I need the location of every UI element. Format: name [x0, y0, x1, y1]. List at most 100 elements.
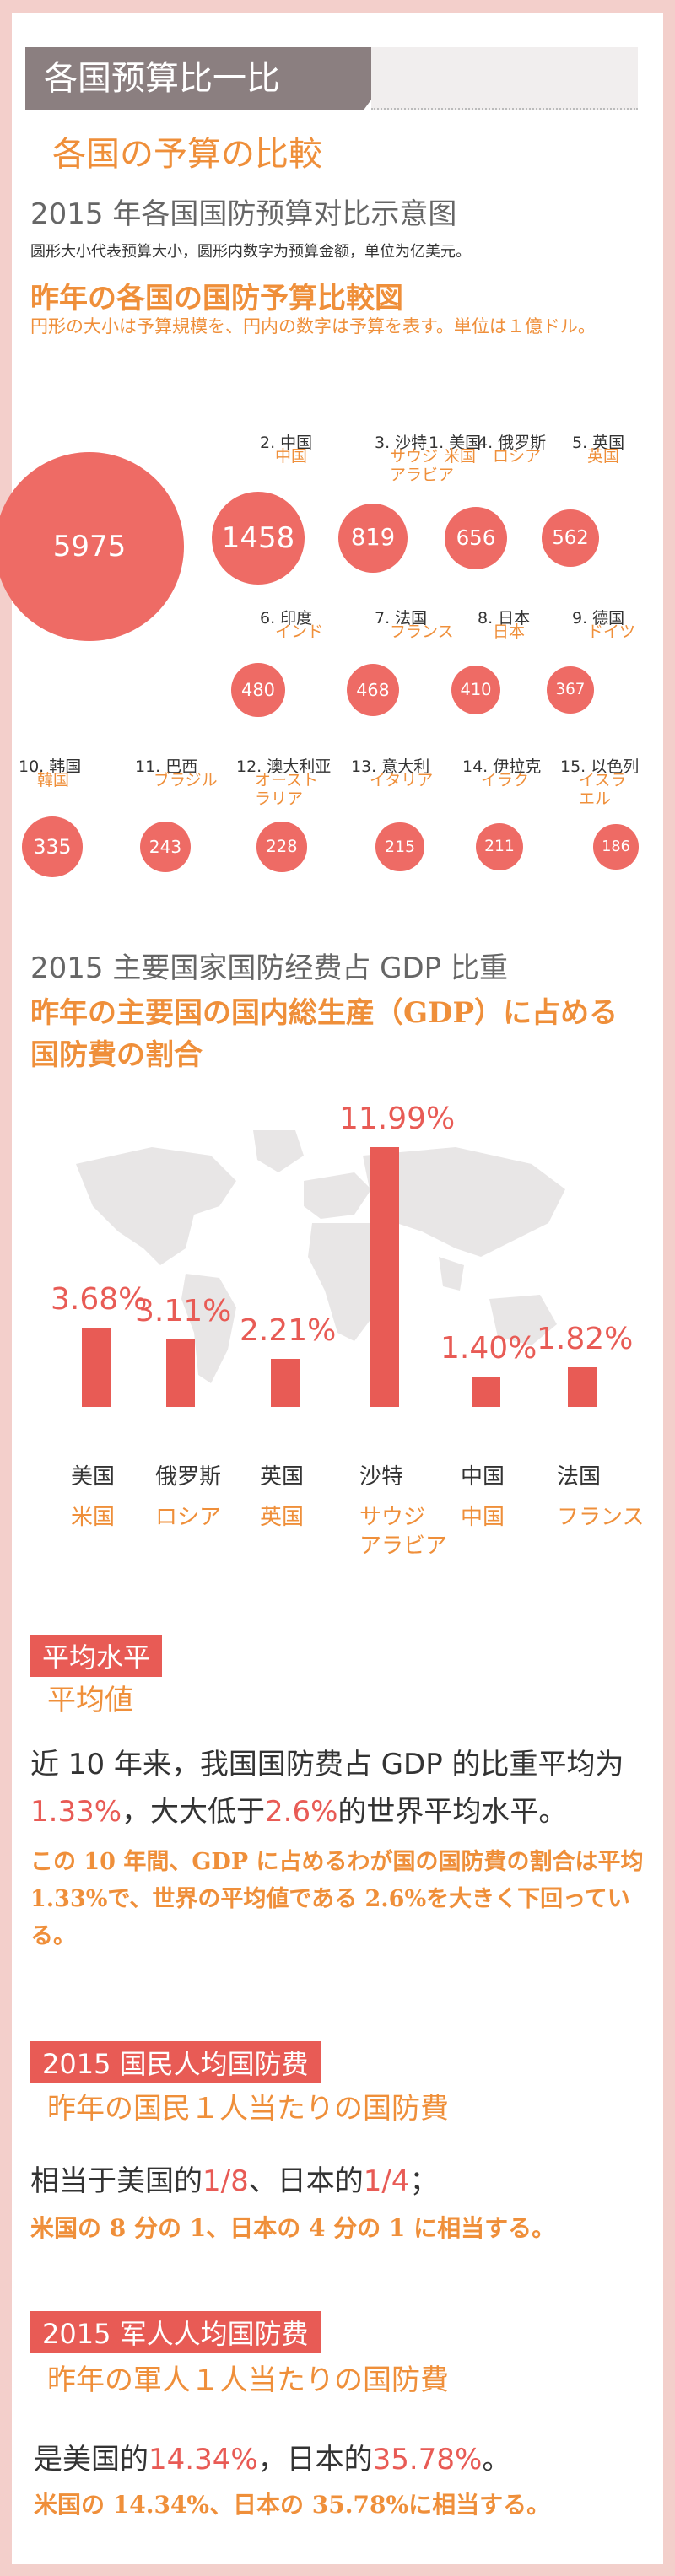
- gdp-category-label: 俄罗斯: [155, 1464, 222, 1490]
- country-rank-label: 1. 美国: [429, 434, 482, 452]
- gdp-category-jp-label: 中国: [461, 1505, 505, 1530]
- section4-text-a: 相当于美国的: [30, 2164, 202, 2198]
- budget-circle: 367: [547, 666, 594, 714]
- section1-title: 2015 年各国国防预算对比示意图: [30, 197, 457, 231]
- budget-circle: 480: [231, 663, 285, 717]
- budget-circle: 186: [593, 824, 639, 870]
- section3-value-1: 1.33%: [30, 1795, 122, 1829]
- budget-circle: 215: [375, 822, 424, 871]
- gdp-bar-value-label: 2.21%: [240, 1313, 337, 1349]
- country-rank-label: 4. 俄罗斯: [478, 434, 547, 452]
- section3-text: 近 10 年来，我国国防费占 GDP 的比重平均为 1.33%，大大低于2.6%的…: [30, 1741, 646, 1835]
- country-rank-label: 3. 沙特: [375, 434, 428, 452]
- country-jp-label: インド: [275, 622, 324, 641]
- section3-text-b: ，大大低于: [122, 1795, 266, 1829]
- section5-value-1: 14.34%: [148, 2443, 258, 2476]
- section1-desc: 圆形大小代表预算大小，圆形内数字为预算金额，单位为亿美元。: [30, 243, 471, 261]
- gdp-bar-value-label: 11.99%: [339, 1102, 456, 1137]
- header-bar: [25, 47, 410, 110]
- country-jp-label: 英国: [587, 447, 620, 466]
- country-rank-label: 6. 印度: [260, 609, 313, 628]
- country-rank-label: 5. 英国: [572, 434, 625, 452]
- section5-jp: 米国の 14.34%、日本の 35.78%に相当する。: [34, 2491, 551, 2519]
- country-rank-label: 10. 韩国: [19, 757, 82, 776]
- country-jp-label: サウジ アラビア: [390, 447, 455, 484]
- section4-text-c: ；: [409, 2164, 439, 2198]
- gdp-category-label: 美国: [71, 1464, 116, 1490]
- section4-tag: 2015 国民人均国防费: [30, 2041, 321, 2083]
- gdp-category-label: 英国: [260, 1464, 305, 1490]
- gdp-bar-value-label: 3.68%: [51, 1281, 148, 1317]
- section2-title: 2015 主要国家国防经费占 GDP 比重: [30, 951, 508, 985]
- section1-title-jp: 昨年の各国の国防予算比較図: [30, 282, 403, 315]
- budget-circle: 562: [541, 509, 600, 568]
- country-rank-label: 12. 澳大利亚: [236, 757, 332, 776]
- budget-circle: 410: [451, 665, 501, 715]
- section4-jp: 米国の 8 分の 1、日本の 4 分の 1 に相当する。: [30, 2214, 556, 2242]
- section3-tag-jp: 平均値: [47, 1684, 133, 1717]
- section3-value-2: 2.6%: [265, 1795, 338, 1829]
- section5-text-b: ，日本的: [257, 2443, 373, 2476]
- budget-circle: 656: [444, 506, 508, 570]
- budget-circle: 819: [338, 503, 408, 574]
- budget-circle: 468: [346, 663, 400, 717]
- section5-text-a: 是美国的: [34, 2443, 148, 2476]
- country-jp-label: 中国: [275, 447, 308, 466]
- country-jp-label: フランス: [390, 622, 454, 641]
- section5-tag-jp: 昨年の軍人１人当たりの国防費: [47, 2363, 449, 2397]
- budget-circle: 211: [475, 822, 524, 871]
- section4-value-1: 1/8: [202, 2164, 249, 2198]
- gdp-category-jp-label: 米国: [71, 1505, 116, 1530]
- budget-circle: 1458: [211, 491, 305, 585]
- budget-circle: 5975: [0, 452, 184, 641]
- section4-text: 相当于美国的1/8、日本的1/4；: [30, 2158, 438, 2199]
- section2-title-jp: 昨年の主要国の国内総生産（GDP）に占める国防費の割合: [30, 996, 618, 1072]
- country-rank-label: 14. 伊拉克: [462, 757, 542, 776]
- country-jp-label: オースト ラリア: [255, 771, 319, 808]
- gdp-bar: [166, 1339, 195, 1407]
- country-jp-label: ブラジル: [154, 771, 218, 790]
- gdp-bar: [82, 1327, 111, 1407]
- budget-circle: 243: [139, 821, 192, 873]
- budget-circle: 335: [22, 816, 83, 877]
- country-rank-label: 13. 意大利: [351, 757, 430, 776]
- country-rank-label: 8. 日本: [478, 609, 531, 628]
- section1-desc-jp: 円形の大小は予算規模を、円内の数字は予算を表す。単位は１億ドル。: [30, 316, 596, 337]
- gdp-bar-value-label: 3.11%: [135, 1294, 232, 1329]
- gdp-category-label: 沙特: [359, 1464, 404, 1490]
- country-jp-label: イスラ エル: [579, 771, 627, 808]
- section5-text-c: 。: [482, 2443, 511, 2476]
- gdp-category-label: 中国: [461, 1464, 505, 1490]
- country-jp-label: 米国: [444, 447, 477, 466]
- gdp-category-label: 法国: [557, 1464, 602, 1490]
- gdp-category-jp-label: ロシア: [155, 1505, 222, 1530]
- country-jp-label: 日本: [493, 622, 526, 641]
- section3-tag: 平均水平: [30, 1635, 163, 1677]
- page-title: 各国预算比一比: [44, 59, 280, 98]
- section5-value-2: 35.78%: [372, 2443, 483, 2476]
- section4-text-b: 、日本的: [248, 2164, 364, 2198]
- country-jp-label: イラク: [481, 771, 530, 790]
- section3-text-c: 的世界平均水平。: [338, 1795, 568, 1829]
- budget-circle: 228: [256, 822, 307, 872]
- country-rank-label: 7. 法国: [375, 609, 428, 628]
- header-divider: [371, 108, 638, 110]
- section4-value-2: 1/4: [363, 2164, 410, 2198]
- gdp-bar: [472, 1377, 500, 1407]
- country-jp-label: ロシア: [493, 447, 542, 466]
- gdp-category-jp-label: フランス: [557, 1505, 645, 1530]
- country-jp-label: 韓国: [37, 771, 70, 790]
- country-rank-label: 2. 中国: [260, 434, 313, 452]
- country-rank-label: 15. 以色列: [560, 757, 640, 776]
- gdp-bar: [568, 1367, 597, 1407]
- gdp-category-jp-label: サウジ アラビア: [359, 1505, 448, 1559]
- header-bar-extension: [371, 47, 638, 110]
- gdp-bar-value-label: 1.40%: [440, 1331, 537, 1366]
- gdp-category-jp-label: 英国: [260, 1505, 305, 1530]
- gdp-bar: [271, 1359, 300, 1407]
- country-rank-label: 9. 德国: [572, 609, 625, 628]
- country-jp-label: イタリア: [370, 771, 434, 790]
- world-map: [76, 1130, 565, 1383]
- section5-text: 是美国的14.34%，日本的35.78%。: [34, 2436, 510, 2477]
- country-rank-label: 11. 巴西: [135, 757, 198, 776]
